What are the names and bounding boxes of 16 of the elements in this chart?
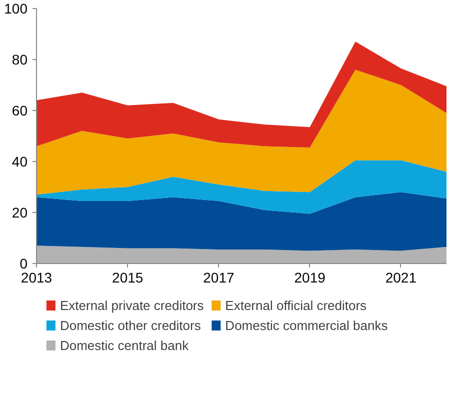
y-tick-label: 20 (12, 204, 28, 220)
x-tick-label: 2013 (20, 270, 52, 286)
legend-label: External official creditors (225, 298, 368, 313)
y-tick-label: 100 (4, 0, 28, 16)
legend-label: Domestic central bank (60, 338, 190, 353)
legend-label: External private creditors (60, 298, 204, 313)
x-tick-label: 2015 (112, 270, 144, 286)
legend-label: Domestic other creditors (60, 318, 202, 333)
x-tick-label: 2021 (385, 270, 417, 286)
y-tick-label: 0 (20, 256, 28, 272)
y-tick-label: 60 (12, 102, 28, 118)
legend-label: Domestic commercial banks (225, 318, 388, 333)
x-tick-label: 2019 (294, 270, 326, 286)
y-tick-label: 40 (12, 154, 28, 170)
y-tick-label: 80 (12, 52, 28, 68)
x-tick-label: 2017 (203, 270, 235, 286)
